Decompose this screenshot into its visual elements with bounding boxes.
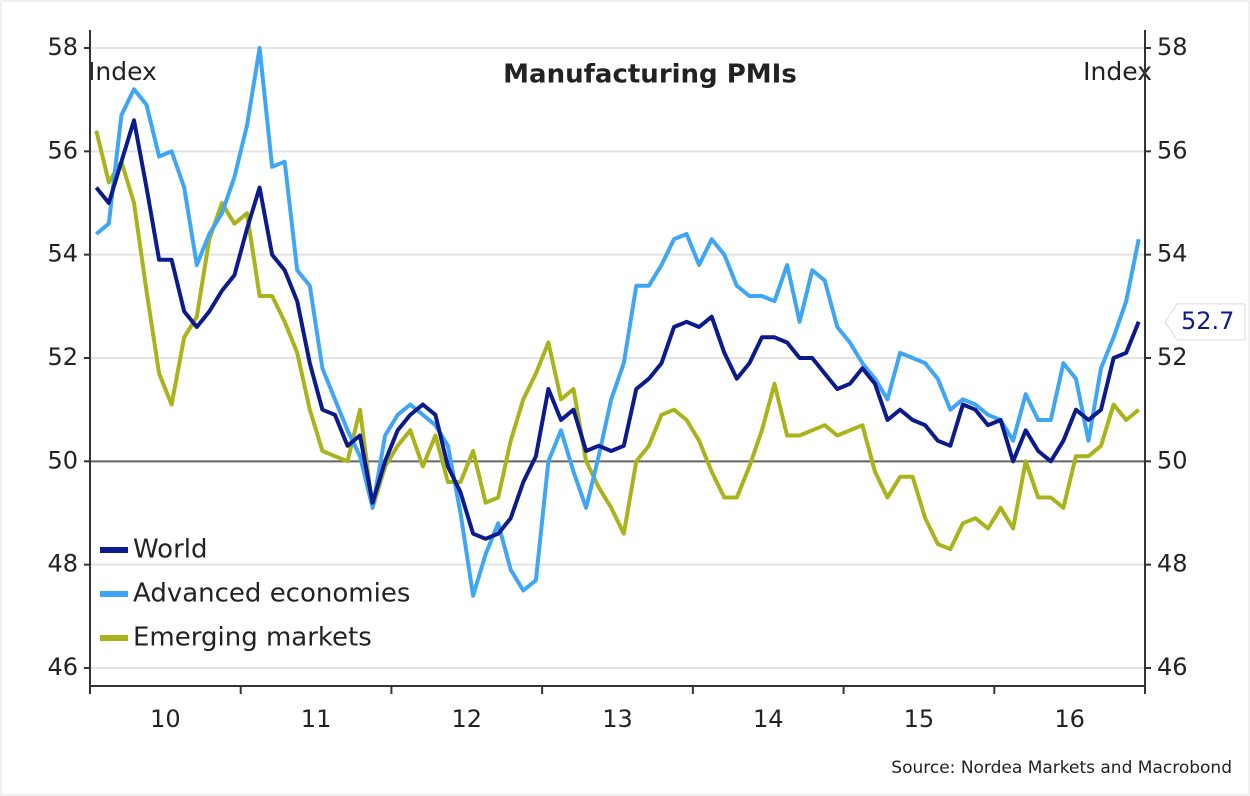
y2-tick-label: 56: [1157, 136, 1188, 164]
x-tick-label: 16: [1054, 705, 1085, 733]
end-label: 52.7: [1181, 307, 1234, 335]
y-tick-label: 56: [47, 136, 78, 164]
chart-title: Manufacturing PMIs: [503, 60, 797, 90]
line-series: [94, 130, 1140, 552]
x-tick-label: 14: [753, 705, 784, 733]
y-axis-label: Index: [88, 57, 157, 86]
y-tick-label: 54: [47, 240, 78, 268]
y-tick-label: 58: [47, 33, 78, 61]
y2-tick-label: 52: [1157, 343, 1188, 371]
legend-label: Advanced economies: [133, 579, 410, 609]
y-tick-label: 46: [47, 653, 78, 681]
line-series: [94, 118, 1141, 541]
x-tick-label: 12: [452, 705, 483, 733]
y2-tick-label: 58: [1157, 33, 1188, 61]
y2-axis-label: Index: [1083, 57, 1152, 86]
y2-tick-label: 46: [1157, 653, 1188, 681]
end-label-box: [1164, 303, 1246, 341]
legend-label: World: [133, 535, 208, 565]
y2-tick-label: 48: [1157, 550, 1188, 578]
source: Source: Nordea Markets and Macrobond: [891, 758, 1232, 778]
y2-tick-label: 50: [1157, 446, 1188, 474]
line-series: [95, 46, 1141, 598]
x-tick-label: 11: [301, 705, 332, 733]
y-tick-label: 50: [47, 446, 78, 474]
y-tick-label: 48: [47, 550, 78, 578]
y2-tick-label: 54: [1157, 240, 1188, 268]
y-tick-label: 52: [47, 343, 78, 371]
x-tick-label: 13: [602, 705, 633, 733]
x-tick-label: 15: [904, 705, 935, 733]
legend-label: Emerging markets: [133, 623, 372, 653]
x-tick-label: 10: [150, 705, 181, 733]
